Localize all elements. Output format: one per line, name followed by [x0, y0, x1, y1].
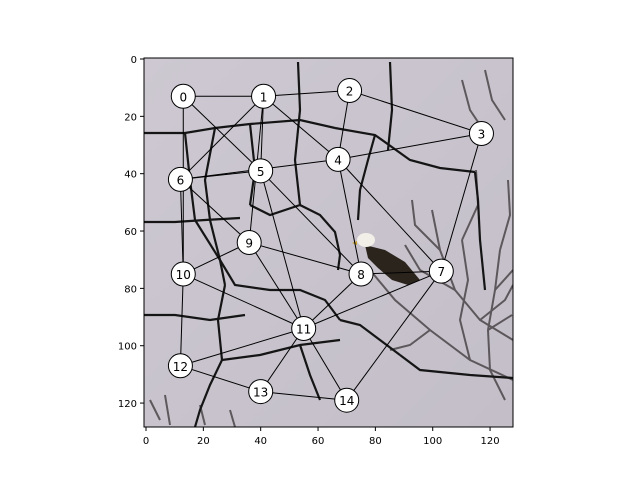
- graph-edge-1-6: [180, 95, 264, 180]
- sky-background: [144, 58, 513, 427]
- graph-node-label-10: 10: [176, 268, 191, 282]
- graph-edge-8-11: [303, 273, 362, 329]
- x-tick-label: 80: [369, 436, 382, 447]
- graph-edge-11-14: [303, 328, 348, 401]
- graph-edge-11-13: [260, 328, 305, 392]
- y-tick-label: 100: [118, 342, 137, 353]
- x-tick-label: 40: [254, 436, 267, 447]
- graph-edge-14-7: [346, 270, 442, 401]
- graph-node-13: [248, 379, 274, 405]
- y-tick-label: 40: [124, 170, 137, 181]
- graph-edge-1-2: [263, 90, 350, 97]
- graph-edge-13-14: [260, 391, 347, 401]
- graph-node-10: [170, 261, 196, 287]
- graph-node-label-1: 1: [260, 90, 268, 104]
- graph-node-label-7: 7: [438, 265, 446, 279]
- graph-node-1: [251, 83, 277, 109]
- graph-node-11: [291, 316, 317, 342]
- graph-node-2: [337, 78, 363, 104]
- graph-edge-11-12: [180, 328, 304, 367]
- graph-node-label-0: 0: [179, 90, 187, 104]
- y-tick-label: 80: [124, 284, 137, 295]
- graph-node-12: [167, 353, 193, 379]
- graph-edge-6-10: [179, 179, 184, 275]
- graph-edge-3-4: [338, 133, 482, 160]
- x-tick-label: 100: [423, 436, 442, 447]
- graph-node-label-13: 13: [253, 386, 268, 400]
- graph-edge-11-7: [303, 270, 442, 329]
- x-axis-ticks: 0 20 40 60 80 100 120: [143, 427, 500, 447]
- graph-node-label-12: 12: [173, 360, 188, 374]
- graph-node-3: [468, 121, 494, 147]
- graph-edge-10-12: [179, 274, 184, 366]
- graph-node-label-4: 4: [334, 153, 342, 167]
- graph-node-label-8: 8: [357, 268, 365, 282]
- graph-node-6: [167, 166, 193, 192]
- graph-edge-3-7: [440, 133, 482, 272]
- plot-area: [144, 58, 513, 427]
- graph-node-label-11: 11: [296, 323, 311, 337]
- graph-edge-6-9: [180, 179, 250, 243]
- graph-edge-9-8: [249, 242, 362, 275]
- graph-node-8: [348, 261, 374, 287]
- y-tick-label: 60: [124, 227, 137, 238]
- graph-edge-5-11: [260, 170, 305, 329]
- graph-edge-12-13: [180, 365, 261, 393]
- graph-edge-0-5: [182, 95, 262, 172]
- y-tick-label: 20: [124, 112, 137, 123]
- graph-node-7: [428, 258, 454, 284]
- graph-node-label-6: 6: [177, 173, 185, 187]
- x-tick-label: 0: [143, 436, 149, 447]
- graph-edge-5-6: [180, 170, 261, 180]
- graph-node-9: [236, 230, 262, 255]
- axes-frame: [143, 57, 514, 428]
- x-tick-label: 20: [197, 436, 210, 447]
- graph-node-14: [334, 387, 360, 413]
- graph-edge-9-11: [248, 242, 305, 329]
- graph-edge-5-8: [260, 170, 362, 275]
- graph-node-label-14: 14: [339, 394, 354, 408]
- graph-node-0: [170, 83, 196, 109]
- y-tick-label: 120: [118, 399, 137, 410]
- eagle: [352, 233, 420, 285]
- graph-node-label-2: 2: [346, 85, 354, 99]
- graph-node-label-3: 3: [478, 128, 486, 142]
- y-tick-label: 0: [131, 55, 137, 66]
- graph-edge-10-11: [183, 273, 304, 329]
- graph-edge-8-7: [361, 270, 442, 275]
- graph-node-4: [325, 146, 351, 172]
- y-axis-ticks: 0 20 40 60 80 100 120: [118, 55, 144, 410]
- x-tick-label: 120: [481, 436, 500, 447]
- graph-edge-1-4: [263, 95, 339, 160]
- graph-edge-4-7: [337, 159, 442, 272]
- graph-node-label-9: 9: [245, 237, 253, 251]
- graph-edge-4-8: [337, 159, 362, 275]
- graph-node-5: [248, 158, 274, 184]
- graph-node-label-5: 5: [257, 165, 265, 179]
- x-tick-label: 60: [312, 436, 325, 447]
- graph-edge-2-3: [349, 90, 482, 135]
